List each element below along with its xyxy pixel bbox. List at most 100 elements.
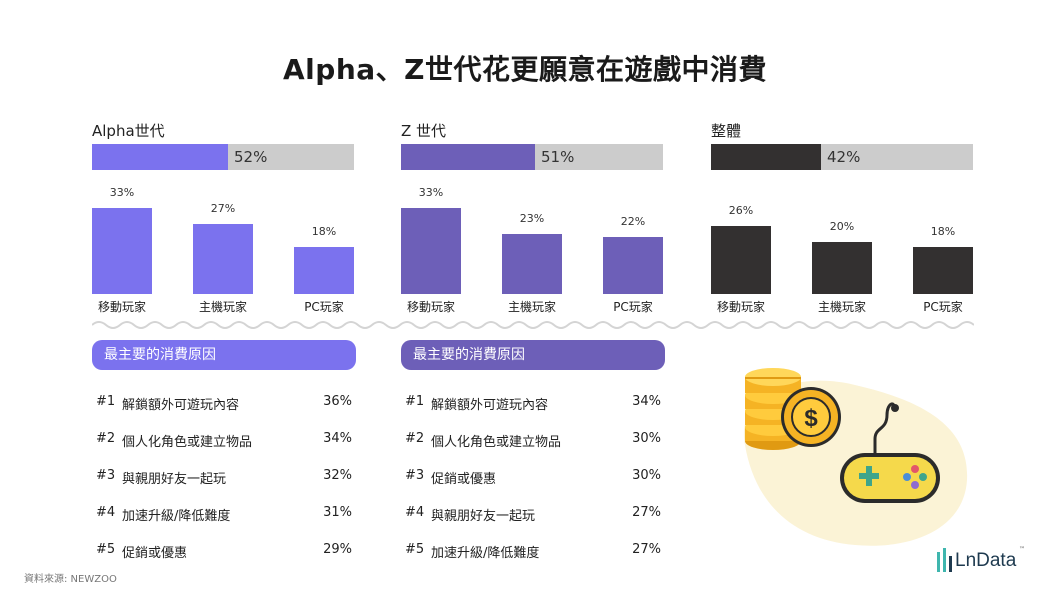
reason-label: 解鎖額外可遊玩內容	[431, 398, 549, 413]
list-item: #4 與親朋好友一起玩 27%	[401, 495, 665, 532]
bar	[502, 234, 562, 294]
list-item: #5 促銷或優惠 29%	[92, 532, 356, 569]
bar-chart-overall: 26% 移動玩家 20% 主機玩家 18% PC玩家	[711, 174, 973, 314]
bar	[193, 224, 253, 294]
rank: #4	[96, 505, 116, 520]
bar-category-label: 主機玩家	[507, 300, 556, 314]
bar-category-label: PC玩家	[613, 300, 653, 314]
reason-label: 個人化角色或建立物品	[431, 435, 562, 450]
list-item: #1 解鎖額外可遊玩內容 36%	[92, 384, 356, 421]
list-item: #2 個人化角色或建立物品 30%	[401, 421, 665, 458]
bar-value-label: 20%	[829, 220, 855, 233]
bar	[603, 237, 663, 294]
bar-value-label: 33%	[109, 186, 135, 199]
bar-value-label: 18%	[930, 225, 956, 238]
reason-label: 促銷或優惠	[122, 546, 188, 561]
bar-category-label: 主機玩家	[198, 300, 247, 314]
reasons-list-alpha: 最主要的消費原因 #1 解鎖額外可遊玩內容 36% #2 個人化角色或建立物品 …	[92, 340, 356, 569]
reason-value: 30%	[632, 468, 661, 483]
illustration: $	[745, 368, 940, 503]
reasons-heading: 最主要的消費原因	[92, 340, 356, 370]
share-label: 51%	[541, 148, 575, 166]
group-overall: 整體 42% 26% 移動玩家 20% 主機玩家 18% PC玩家	[711, 118, 973, 318]
reason-label: 與親朋好友一起玩	[122, 472, 227, 487]
rank: #2	[405, 431, 425, 446]
reason-value: 34%	[632, 394, 661, 409]
bar	[812, 242, 872, 294]
group-title: 整體	[711, 122, 742, 140]
share-bar-fill	[401, 144, 535, 170]
list-item: #3 與親朋好友一起玩 32%	[92, 458, 356, 495]
bar-value-label: 27%	[210, 202, 236, 215]
bar-chart-alpha: 33% 移動玩家 27% 主機玩家 18% PC玩家	[92, 174, 354, 314]
reason-value: 34%	[323, 431, 352, 446]
list-item: #5 加速升級/降低難度 27%	[401, 532, 665, 569]
bar	[913, 247, 973, 294]
group-genz: Z 世代 51% 33% 移動玩家 23% 主機玩家 22% PC玩家	[401, 118, 663, 318]
list-item: #4 加速升級/降低難度 31%	[92, 495, 356, 532]
coin-stack-dollar-icon: $	[745, 368, 841, 450]
group-alpha: Alpha世代 52% 33% 移動玩家 27% 主機玩家 18% PC玩家	[92, 118, 354, 318]
reason-value: 31%	[323, 505, 352, 520]
list-item: #1 解鎖額外可遊玩內容 34%	[401, 384, 665, 421]
page-title: Alpha、Z世代花更願意在遊戲中消費	[283, 53, 767, 86]
reason-label: 解鎖額外可遊玩內容	[122, 398, 240, 413]
bar-chart-genz: 33% 移動玩家 23% 主機玩家 22% PC玩家	[401, 174, 663, 314]
reason-value: 27%	[632, 505, 661, 520]
bar-category-label: PC玩家	[304, 300, 344, 314]
reason-value: 30%	[632, 431, 661, 446]
bar-value-label: 23%	[519, 212, 545, 225]
reason-label: 與親朋好友一起玩	[431, 509, 536, 524]
bar-value-label: 22%	[620, 215, 646, 228]
share-bar: 42%	[711, 144, 973, 170]
rank: #5	[96, 542, 116, 557]
bar-category-label: 移動玩家	[97, 300, 146, 314]
reasons-list-genz: 最主要的消費原因 #1 解鎖額外可遊玩內容 34% #2 個人化角色或建立物品 …	[401, 340, 665, 569]
bar-category-label: 移動玩家	[406, 300, 455, 314]
rank: #1	[405, 394, 425, 409]
reason-label: 個人化角色或建立物品	[122, 435, 253, 450]
bar	[294, 247, 354, 294]
share-label: 42%	[827, 148, 861, 166]
bar-category-label: 主機玩家	[817, 300, 866, 314]
reason-value: 27%	[632, 542, 661, 557]
gamepad-icon	[840, 402, 940, 503]
lndata-logo: LnData ™	[935, 546, 1035, 576]
bar-value-label: 26%	[728, 204, 754, 217]
bar-category-label: 移動玩家	[716, 300, 765, 314]
reason-value: 36%	[323, 394, 352, 409]
rank: #2	[96, 431, 116, 446]
group-title: Alpha世代	[92, 122, 165, 140]
list-item: #2 個人化角色或建立物品 34%	[92, 421, 356, 458]
source-note: 資料來源: NEWZOO	[24, 574, 117, 585]
svg-text:$: $	[804, 405, 818, 432]
reason-value: 29%	[323, 542, 352, 557]
group-title: Z 世代	[401, 122, 447, 140]
rank: #4	[405, 505, 425, 520]
logo-tm: ™	[1019, 546, 1025, 553]
logo-text: LnData	[955, 550, 1017, 571]
logo-mark-icon	[937, 548, 952, 572]
reason-label: 加速升級/降低難度	[122, 509, 231, 524]
bar	[401, 208, 461, 294]
bar-value-label: 18%	[311, 225, 337, 238]
rank: #3	[96, 468, 116, 483]
share-bar: 51%	[401, 144, 663, 170]
share-bar-fill	[92, 144, 228, 170]
reasons-heading: 最主要的消費原因	[401, 340, 665, 370]
share-bar: 52%	[92, 144, 354, 170]
rank: #3	[405, 468, 425, 483]
bar-value-label: 33%	[418, 186, 444, 199]
reason-label: 促銷或優惠	[431, 472, 497, 487]
wavy-divider	[92, 321, 974, 329]
list-item: #3 促銷或優惠 30%	[401, 458, 665, 495]
reason-value: 32%	[323, 468, 352, 483]
bar	[711, 226, 771, 294]
rank: #1	[96, 394, 116, 409]
rank: #5	[405, 542, 425, 557]
share-label: 52%	[234, 148, 268, 166]
bar	[92, 208, 152, 294]
bar-category-label: PC玩家	[923, 300, 963, 314]
share-bar-fill	[711, 144, 821, 170]
reason-label: 加速升級/降低難度	[431, 546, 540, 561]
